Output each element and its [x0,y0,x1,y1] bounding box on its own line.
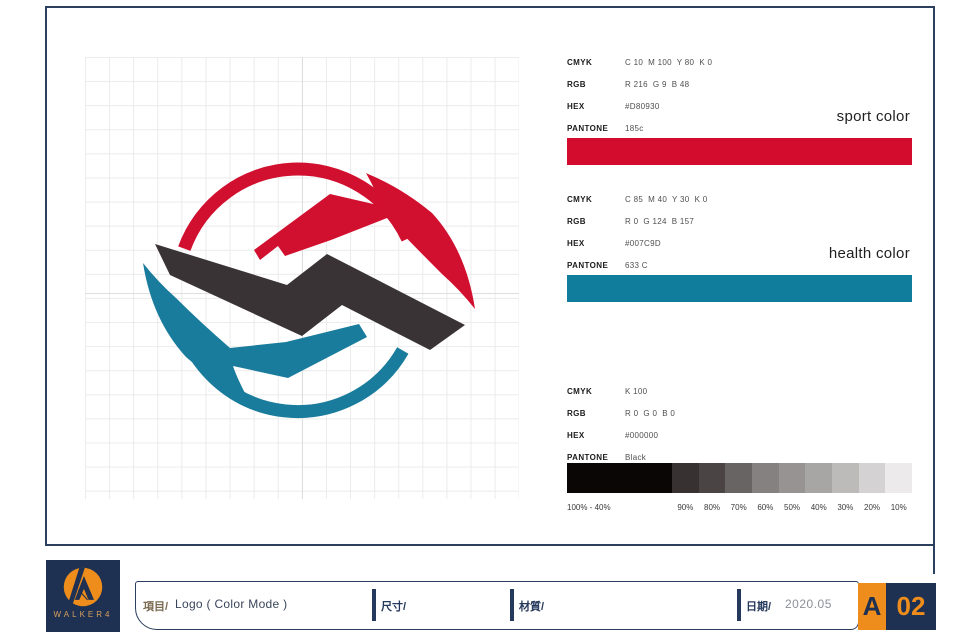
sport-color-title: sport color [836,108,910,125]
tint-label: 70% [730,503,747,512]
spec-label: CMYK [567,195,593,204]
walker4-emblem-icon [63,567,103,607]
tint-swatch [885,463,913,493]
spec-label: HEX [567,431,585,440]
black-tint-strip [567,463,913,493]
spec-row: RGB R 216 G 9 B 48 [567,80,689,90]
sheet-number: 02 [886,583,936,630]
tint-label: 50% [784,503,801,512]
logo-red-shape [254,173,475,309]
health-color-title: health color [828,245,910,262]
size-field-label: 尺寸/ [381,601,407,613]
logo-teal-shape [143,263,367,398]
brand-name: WALKER4 [53,610,113,619]
spec-label: RGB [567,409,586,418]
tint-swatch [672,463,699,493]
spec-row: RGB R 0 G 124 B 157 [567,217,694,227]
spec-row: HEX #D80930 [567,102,660,112]
spec-row: CMYK K 100 [567,387,647,397]
tint-range-label: 100% - 40% [567,503,611,512]
logo-dark-zigzag [155,244,465,350]
spec-value: 633 C [625,261,648,270]
tint-swatch [752,463,779,493]
spec-value: C 85 M 40 Y 30 K 0 [625,195,708,204]
size-field-divider [372,589,376,621]
spec-row: PANTONE 185c [567,124,644,134]
spec-value: #D80930 [625,102,660,111]
spec-value: 185c [625,124,644,133]
page-frame-right-extension [933,544,935,574]
sport-color-bar [567,138,912,165]
spec-row: PANTONE 633 C [567,261,648,271]
brand-logo-mark [143,162,475,419]
tint-label: 20% [864,503,881,512]
project-field-value: Logo ( Color Mode ) [175,597,288,611]
spec-row: CMYK C 85 M 40 Y 30 K 0 [567,195,708,205]
black-tint-labels: 100% - 40% 90% 80% 70% 60% 50% 40% 30% 2… [567,503,912,512]
spec-label: CMYK [567,387,593,396]
material-field-label: 材質/ [519,601,545,613]
tint-label: 40% [810,503,827,512]
tint-swatch [778,463,806,493]
spec-row: HEX #000000 [567,431,658,441]
spec-label: HEX [567,102,585,111]
spec-label: PANTONE [567,261,609,270]
spec-row: RGB R 0 G 0 B 0 [567,409,675,419]
spec-label: RGB [567,217,586,226]
spec-value: K 100 [625,387,648,396]
brand-badge: WALKER4 [46,560,120,632]
tint-label: 60% [757,503,774,512]
spec-label: HEX [567,239,585,248]
spec-value: Black [625,453,647,462]
tint-label: 80% [704,503,721,512]
tint-swatch [805,463,833,493]
tint-label: 10% [890,503,907,512]
date-field-value: 2020.05 [785,597,832,611]
spec-label: PANTONE [567,124,609,133]
spec-row: HEX #007C9D [567,239,661,249]
spec-value: R 0 G 0 B 0 [625,409,676,418]
spec-label: CMYK [567,58,593,67]
spec-value: C 10 M 100 Y 80 K 0 [625,58,713,67]
tint-swatch [725,463,753,493]
sheet-letter: A [858,583,886,630]
spec-value: #007C9D [625,239,661,248]
spec-row: PANTONE Black [567,453,646,463]
color-spec-sport: CMYK C 10 M 100 Y 80 K 0 RGB R 216 G 9 B… [567,55,912,170]
spec-row: CMYK C 10 M 100 Y 80 K 0 [567,58,712,68]
tint-swatch-100-40 [567,463,672,493]
spec-label: RGB [567,80,586,89]
page-frame [45,6,935,546]
sheet-id-badge: A 02 [858,583,936,630]
project-field-label: 項目/ [143,601,169,613]
tint-label: 90% [677,503,694,512]
tint-label: 30% [837,503,854,512]
health-color-bar [567,275,912,302]
spec-value: R 216 G 9 B 48 [625,80,690,89]
tint-swatch [858,463,886,493]
tint-swatch [698,463,726,493]
date-field-label: 日期/ [746,601,772,613]
spec-value: R 0 G 124 B 157 [625,217,695,226]
date-field-divider [737,589,741,621]
spec-label: PANTONE [567,453,609,462]
color-spec-health: CMYK C 85 M 40 Y 30 K 0 RGB R 0 G 124 B … [567,190,912,305]
tint-swatch [832,463,859,493]
material-field-divider [510,589,514,621]
spec-value: #000000 [625,431,659,440]
color-spec-black: CMYK K 100 RGB R 0 G 0 B 0 HEX #000000 P… [567,381,913,516]
